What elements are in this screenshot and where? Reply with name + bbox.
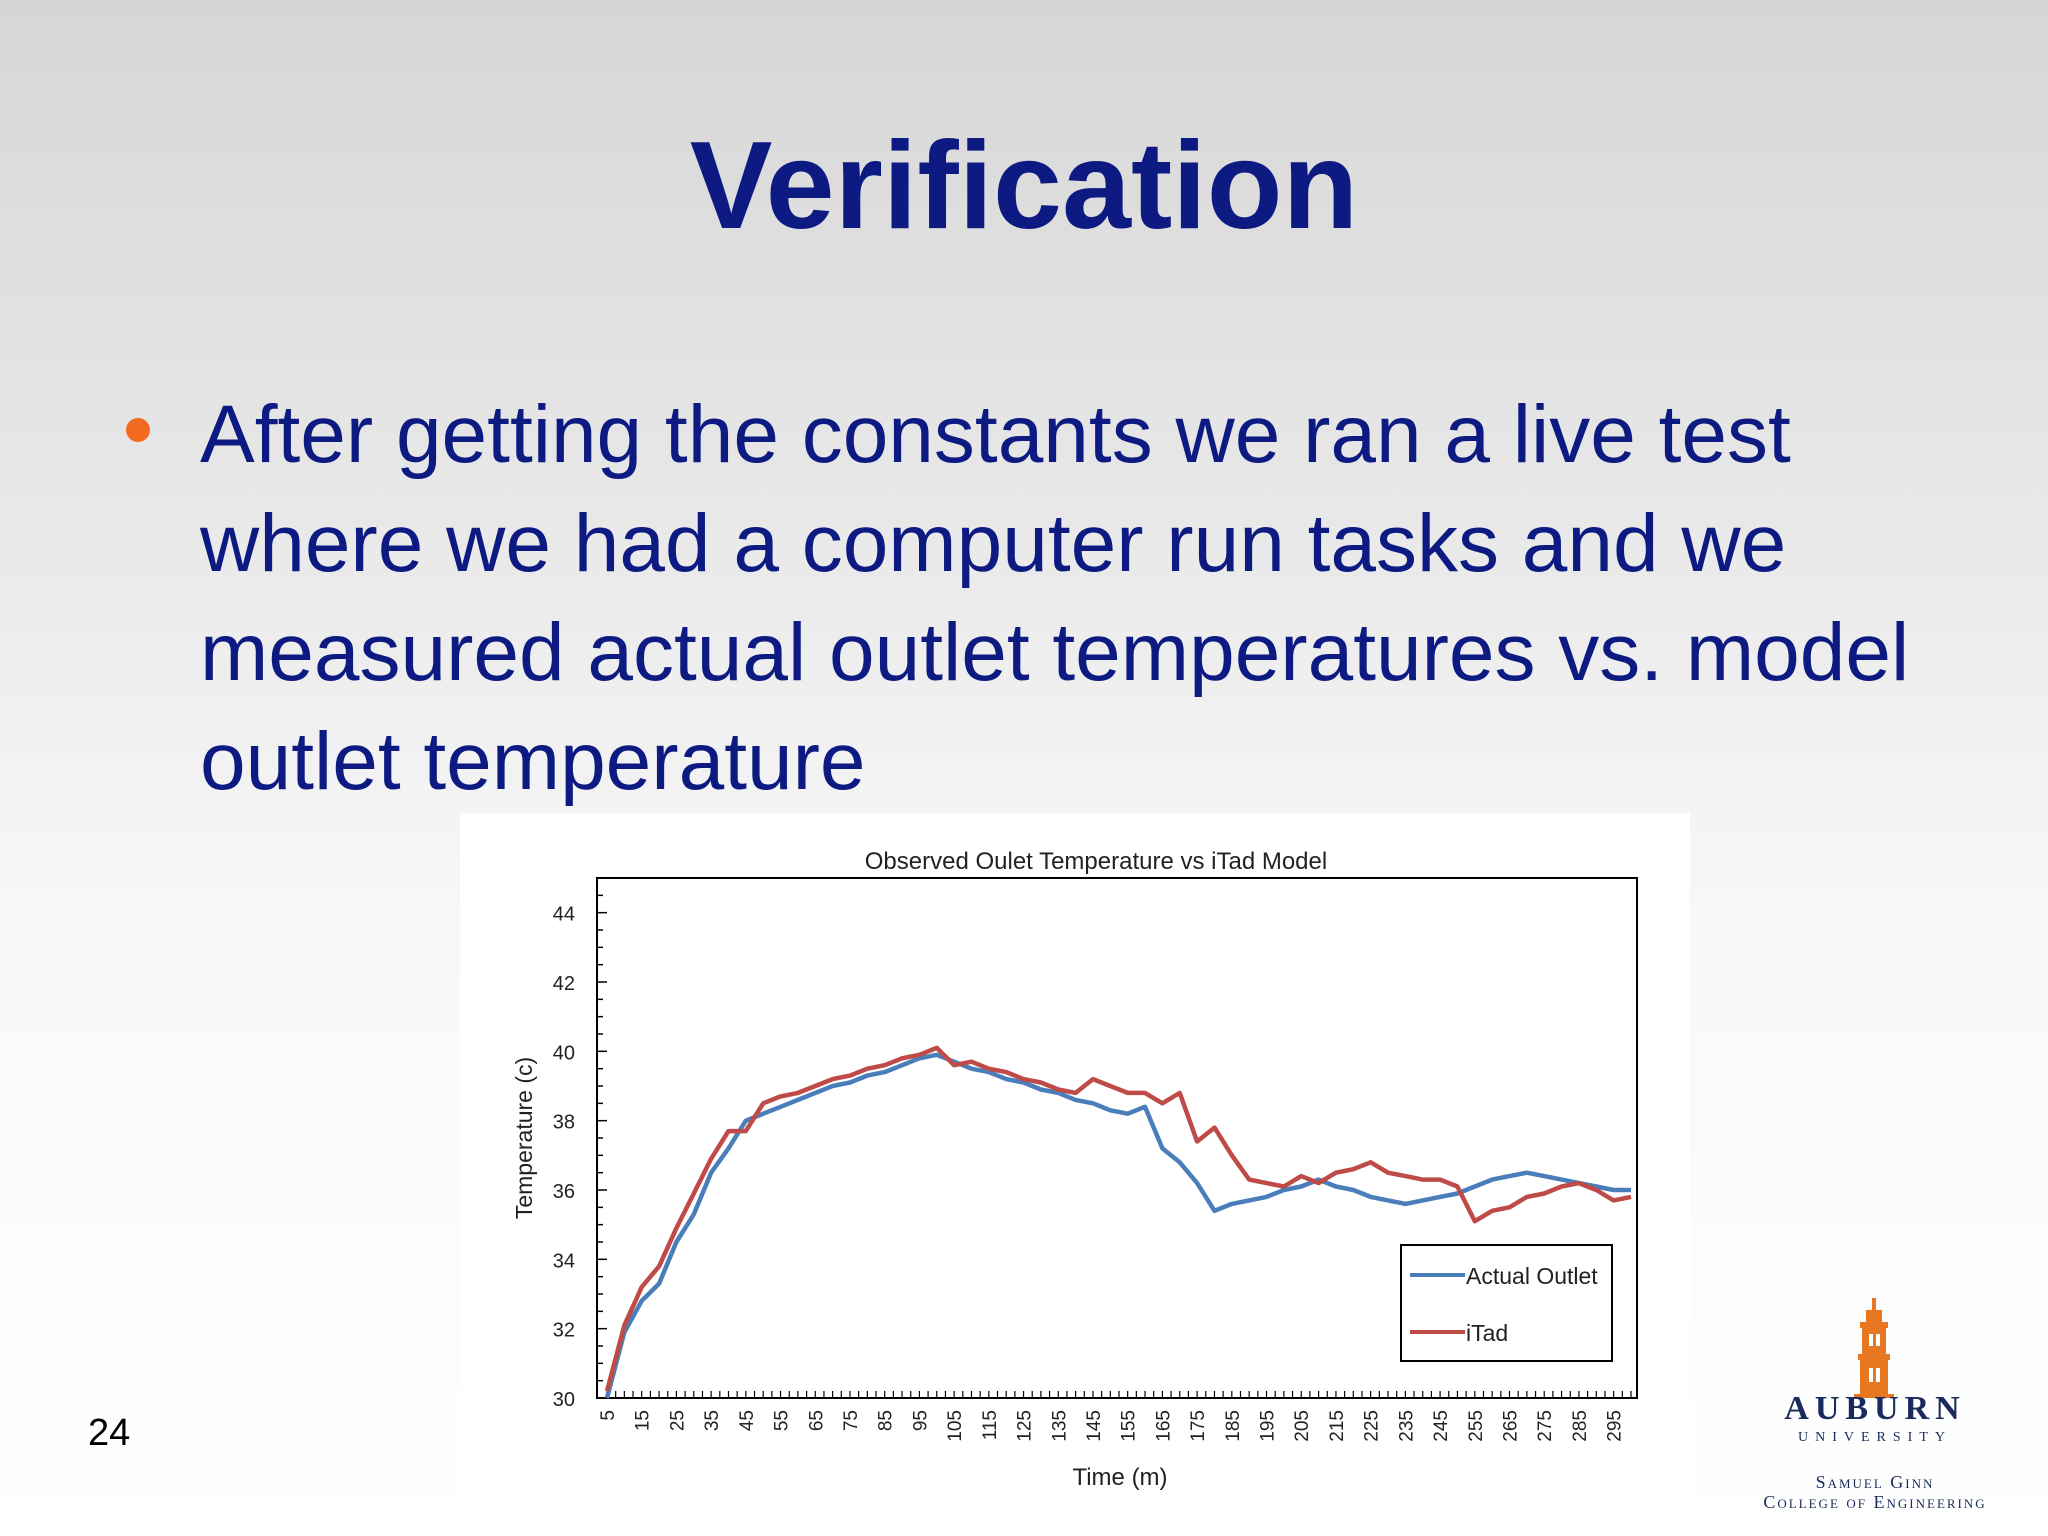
x-tick-label: 135: [1049, 1410, 1070, 1442]
y-tick-label: 38: [553, 1112, 575, 1134]
x-tick-label: 285: [1570, 1410, 1591, 1442]
y-tick-label: 34: [553, 1250, 575, 1272]
x-tick-label: 185: [1223, 1410, 1244, 1442]
tower-icon: [1854, 1298, 1894, 1398]
x-tick-label: 175: [1188, 1410, 1209, 1442]
x-tick-label: 225: [1362, 1410, 1383, 1442]
x-tick-label: 75: [841, 1410, 862, 1431]
x-tick-label: 265: [1501, 1410, 1522, 1442]
x-tick-label: 205: [1292, 1410, 1313, 1442]
bullet-dot-icon: [126, 418, 150, 442]
y-tick-label: 32: [553, 1320, 575, 1342]
bullet-text: After getting the constants we ran a liv…: [200, 389, 1910, 807]
x-tick-label: 115: [980, 1410, 1001, 1440]
series-line-itad: [604, 1045, 1632, 1392]
x-tick-label: 85: [876, 1410, 897, 1431]
chart-panel: Observed Oulet Temperature vs iTad Model…: [460, 813, 1690, 1536]
x-tick-label: 295: [1605, 1410, 1626, 1442]
logo-name: AUBURN: [1784, 1390, 1966, 1427]
y-axis-label: Temperature (c): [511, 1057, 537, 1219]
x-tick-label: 195: [1258, 1410, 1279, 1442]
x-tick-label: 95: [910, 1410, 931, 1431]
series-lines: [604, 1045, 1632, 1399]
x-tick-label: 235: [1396, 1410, 1417, 1442]
y-tick-label: 36: [553, 1181, 575, 1203]
x-tick-label: 105: [945, 1410, 966, 1442]
y-tick-label: 44: [553, 904, 575, 926]
slide-number: 24: [88, 1412, 131, 1454]
x-tick-label: 15: [633, 1410, 654, 1431]
x-tick-label: 215: [1327, 1410, 1348, 1442]
legend-label-itad: iTad: [1466, 1320, 1508, 1346]
slide-title: Verification: [689, 117, 1359, 255]
logo-college-line2: College of Engineering: [1763, 1492, 1987, 1512]
x-tick-label: 255: [1466, 1410, 1487, 1442]
legend: Actual Outlet iTad: [1400, 1244, 1613, 1362]
auburn-logo: AUBURN UNIVERSITY Samuel Ginn College of…: [1730, 1290, 2020, 1520]
y-tick-label: 30: [553, 1389, 575, 1411]
x-tick-label: 125: [1015, 1410, 1036, 1442]
legend-label-actual: Actual Outlet: [1466, 1263, 1598, 1289]
chart-title: Observed Oulet Temperature vs iTad Model: [865, 848, 1327, 875]
x-tick-label: 65: [806, 1410, 827, 1431]
x-axis: 5 15 25 35 45 55 65 75 85 95 105 115 125 135 145 155 165…: [598, 1391, 1632, 1442]
y-axis: 30 32 34 36 38 40 42 44: [553, 877, 607, 1411]
logo-subtitle: UNIVERSITY: [1798, 1430, 1952, 1445]
x-tick-label: 45: [737, 1410, 758, 1431]
x-tick-label: 35: [702, 1410, 723, 1431]
x-tick-label: 5: [598, 1410, 619, 1421]
x-tick-label: 55: [772, 1410, 793, 1431]
x-tick-label: 165: [1153, 1410, 1174, 1442]
legend-box: [1400, 1244, 1613, 1362]
temperature-chart: Observed Oulet Temperature vs iTad Model…: [511, 848, 1638, 1491]
y-tick-label: 42: [553, 973, 575, 995]
x-tick-label: 275: [1535, 1410, 1556, 1442]
x-tick-label: 155: [1119, 1410, 1140, 1442]
y-tick-label: 40: [553, 1042, 575, 1064]
x-tick-label: 145: [1084, 1410, 1105, 1442]
x-tick-label: 25: [667, 1410, 688, 1431]
logo-college-line1: Samuel Ginn: [1815, 1472, 1935, 1492]
x-tick-label: 245: [1431, 1410, 1452, 1442]
x-axis-label: Time (m): [1072, 1464, 1167, 1491]
